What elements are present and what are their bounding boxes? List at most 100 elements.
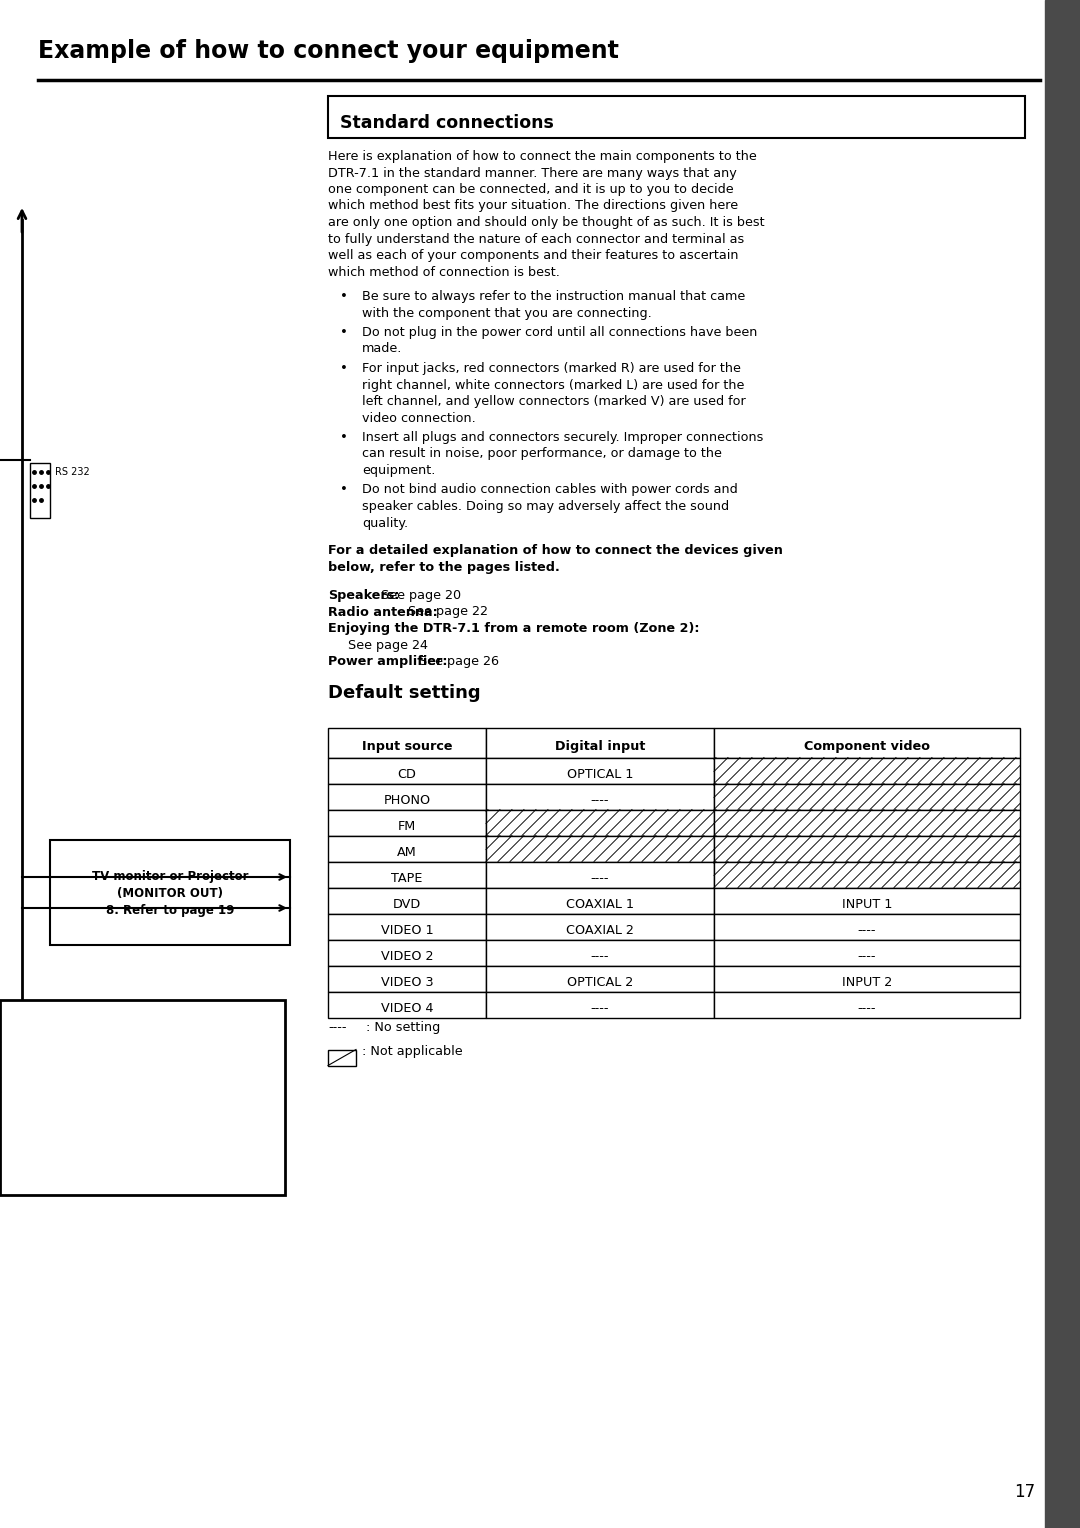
- Bar: [328, 888, 486, 914]
- Text: See page 20: See page 20: [377, 588, 461, 602]
- Text: 17: 17: [1014, 1484, 1035, 1500]
- Text: left channel, and yellow connectors (marked V) are used for: left channel, and yellow connectors (mar…: [362, 396, 746, 408]
- Text: 8. Refer to page 19: 8. Refer to page 19: [106, 905, 234, 917]
- Text: made.: made.: [362, 342, 403, 356]
- Text: ----: ----: [591, 950, 609, 963]
- Bar: [328, 758, 486, 784]
- Text: to fully understand the nature of each connector and terminal as: to fully understand the nature of each c…: [328, 232, 744, 246]
- Text: See page 26: See page 26: [415, 656, 499, 668]
- Text: COAXIAL 1: COAXIAL 1: [566, 898, 634, 911]
- Text: FM: FM: [397, 821, 416, 833]
- Text: Enjoying the DTR-7.1 from a remote room (Zone 2):: Enjoying the DTR-7.1 from a remote room …: [328, 622, 700, 636]
- Text: speaker cables. Doing so may adversely affect the sound: speaker cables. Doing so may adversely a…: [362, 500, 729, 513]
- Bar: [714, 992, 1020, 1018]
- Text: below, refer to the pages listed.: below, refer to the pages listed.: [328, 561, 559, 573]
- Text: which method of connection is best.: which method of connection is best.: [328, 266, 559, 278]
- Text: VIDEO 4: VIDEO 4: [381, 1002, 433, 1015]
- Bar: [714, 862, 1020, 888]
- Text: DVD: DVD: [393, 898, 421, 911]
- Bar: [486, 940, 714, 966]
- Text: RS 232: RS 232: [55, 468, 90, 477]
- Text: For input jacks, red connectors (marked R) are used for the: For input jacks, red connectors (marked …: [362, 362, 741, 374]
- Text: : No setting: : No setting: [366, 1022, 441, 1034]
- Bar: [486, 758, 714, 784]
- Text: well as each of your components and their features to ascertain: well as each of your components and thei…: [328, 249, 739, 261]
- Bar: [714, 914, 1020, 940]
- Bar: [328, 96, 1025, 138]
- Text: ----: ----: [858, 950, 876, 963]
- Text: (MONITOR OUT): (MONITOR OUT): [117, 886, 222, 900]
- Bar: [714, 966, 1020, 992]
- Text: •: •: [340, 290, 348, 303]
- Text: Component video: Component video: [804, 740, 930, 753]
- Bar: [30, 463, 50, 518]
- Bar: [328, 784, 486, 810]
- Text: equipment.: equipment.: [362, 465, 435, 477]
- Text: Input source: Input source: [362, 740, 453, 753]
- Text: ----: ----: [328, 1022, 347, 1034]
- Text: INPUT 1: INPUT 1: [841, 898, 892, 911]
- Bar: [328, 1050, 356, 1065]
- Bar: [328, 914, 486, 940]
- Bar: [328, 810, 486, 836]
- Bar: [714, 888, 1020, 914]
- Text: can result in noise, poor performance, or damage to the: can result in noise, poor performance, o…: [362, 448, 721, 460]
- Bar: [328, 836, 486, 862]
- Text: AM: AM: [397, 847, 417, 859]
- Text: COAXIAL 2: COAXIAL 2: [566, 924, 634, 937]
- Text: ----: ----: [591, 872, 609, 885]
- Text: ----: ----: [858, 924, 876, 937]
- Bar: [328, 862, 486, 888]
- Text: See page 22: See page 22: [404, 605, 488, 619]
- Bar: [714, 940, 1020, 966]
- Text: Power amplifier:: Power amplifier:: [328, 656, 447, 668]
- Text: OPTICAL 2: OPTICAL 2: [567, 976, 633, 989]
- Text: CD: CD: [397, 769, 417, 781]
- Bar: [486, 810, 714, 836]
- Text: TAPE: TAPE: [391, 872, 422, 885]
- Bar: [714, 727, 1020, 758]
- Text: Example of how to connect your equipment: Example of how to connect your equipment: [38, 40, 619, 63]
- Text: quality.: quality.: [362, 516, 408, 530]
- Text: Do not bind audio connection cables with power cords and: Do not bind audio connection cables with…: [362, 483, 738, 497]
- Text: with the component that you are connecting.: with the component that you are connecti…: [362, 307, 651, 319]
- Bar: [1045, 0, 1080, 1528]
- Text: See page 24: See page 24: [348, 639, 428, 651]
- Bar: [486, 888, 714, 914]
- Text: ----: ----: [591, 1002, 609, 1015]
- Bar: [328, 966, 486, 992]
- Bar: [486, 992, 714, 1018]
- Text: For a detailed explanation of how to connect the devices given: For a detailed explanation of how to con…: [328, 544, 783, 558]
- Text: ----: ----: [591, 795, 609, 807]
- Text: Radio antenna:: Radio antenna:: [328, 605, 437, 619]
- Bar: [328, 992, 486, 1018]
- Text: ----: ----: [858, 1002, 876, 1015]
- Text: •: •: [340, 362, 348, 374]
- Bar: [714, 810, 1020, 836]
- Text: Standard connections: Standard connections: [340, 115, 554, 131]
- Bar: [486, 862, 714, 888]
- Text: PHONO: PHONO: [383, 795, 431, 807]
- Bar: [486, 966, 714, 992]
- Bar: [714, 758, 1020, 784]
- Bar: [486, 784, 714, 810]
- Text: Be sure to always refer to the instruction manual that came: Be sure to always refer to the instructi…: [362, 290, 745, 303]
- Bar: [486, 836, 714, 862]
- Text: Insert all plugs and connectors securely. Improper connections: Insert all plugs and connectors securely…: [362, 431, 764, 445]
- Text: Speakers:: Speakers:: [328, 588, 400, 602]
- Text: Default setting: Default setting: [328, 683, 481, 701]
- Text: which method best fits your situation. The directions given here: which method best fits your situation. T…: [328, 200, 738, 212]
- Bar: [714, 836, 1020, 862]
- Text: Here is explanation of how to connect the main components to the: Here is explanation of how to connect th…: [328, 150, 757, 163]
- Bar: [50, 840, 291, 944]
- Bar: [486, 914, 714, 940]
- Text: : Not applicable: : Not applicable: [362, 1045, 462, 1059]
- Text: VIDEO 1: VIDEO 1: [380, 924, 433, 937]
- Text: are only one option and should only be thought of as such. It is best: are only one option and should only be t…: [328, 215, 765, 229]
- Text: •: •: [340, 483, 348, 497]
- Text: Do not plug in the power cord until all connections have been: Do not plug in the power cord until all …: [362, 325, 757, 339]
- Bar: [714, 784, 1020, 810]
- Text: VIDEO 3: VIDEO 3: [380, 976, 433, 989]
- Text: DTR-7.1 in the standard manner. There are many ways that any: DTR-7.1 in the standard manner. There ar…: [328, 167, 737, 179]
- Text: Digital input: Digital input: [555, 740, 645, 753]
